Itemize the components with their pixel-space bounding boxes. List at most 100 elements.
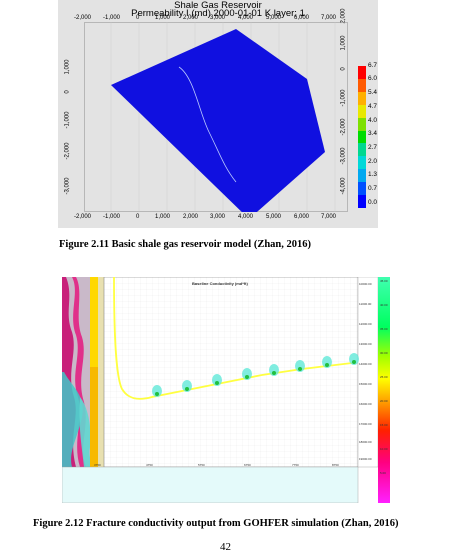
colorbar-swatch [358,78,366,93]
wellbore-trajectory [113,277,353,400]
fracture-cluster [182,380,192,392]
fracture-clusters [152,353,359,397]
x-tick: 1,000 [155,214,171,220]
colorbar-label: 6.7 [368,62,378,69]
colorbar-swatch [358,169,366,183]
colorbar-label: 4.7 [368,103,378,110]
page-number: 42 [220,541,231,553]
x-tick: 1,000 [155,15,171,21]
figure-title: Shale Gas Reservoir [174,0,262,11]
fracture-cluster [269,364,279,376]
x-tick: 2,000 [183,15,199,21]
colorbar-swatch [358,156,366,170]
legend-tick: 35.00 [380,327,388,331]
x-tick: 6,000 [294,214,310,220]
x-tick: -2,000 [74,15,92,21]
depth-tick: 14000.00 [359,362,372,366]
gohfer-title: Baseline Conductivity (md*ft) [192,281,248,286]
colorbar [358,66,366,209]
legend-tick: 30.00 [380,351,388,355]
figure-caption: Figure 2.12 Fracture conductivity output… [33,518,399,529]
colorbar-swatch [358,66,366,80]
legend-tick: 10.00 [380,447,388,451]
x-tick: 3,000 [210,15,226,21]
plot-area [103,277,359,468]
fracture-core [298,367,302,371]
x-tick: 6,000 [294,15,310,21]
x-tick: 7,000 [321,15,337,21]
fracture-core [155,392,159,396]
fracture-cluster [349,353,359,365]
fracture-cluster [212,374,222,386]
colorbar-label: 1.3 [368,171,378,178]
x-tick: -2,000 [74,214,92,220]
fracture-core [325,363,329,367]
colorbar-label: 4.0 [368,117,378,124]
colorbar-label: 6.0 [368,75,378,82]
x-tick: 5,000 [266,214,282,220]
x-tick: -1,000 [103,15,121,21]
y-tick: -1,000 [64,111,71,129]
conductivity-legend [378,277,390,503]
fracture-trace [178,66,237,183]
reservoir-plot [84,22,348,212]
depth-tick: 15000.00 [359,382,372,386]
fracture-core [272,371,276,375]
depth-tick: 17000.00 [359,422,372,426]
depth-tick: 13000.00 [359,342,372,346]
colorbar-label: 0.7 [368,185,378,192]
depth-tick: 18000.00 [359,440,372,444]
fracture-core [185,387,189,391]
bottom-tick: 7750 [292,463,299,467]
x-tick: 2,000 [183,214,199,220]
legend-tick: 45.00 [380,279,388,283]
colorbar-swatch [358,130,366,144]
x-tick: 4,000 [238,15,254,21]
colorbar-label: 3.4 [368,130,378,137]
legend-tick: 15.00 [380,423,388,427]
x-tick: 0 [136,15,140,21]
x-tick: 5,000 [266,15,282,21]
legend-tick: 40.00 [380,303,388,307]
colorbar-swatch [358,104,366,119]
y-tick: -2,000 [64,142,71,160]
gohfer-plot [62,277,390,503]
y-tick: -3,000 [64,177,71,195]
bottom-tick: 6750 [244,463,251,467]
gohfer-conductivity-figure: Baseline Conductivity (md*ft) 3750 4750 … [62,277,390,503]
colorbar-label: 5.4 [368,89,378,96]
bottom-tick: 3750 [94,463,101,467]
bottom-tick: 5750 [198,463,205,467]
fracture-core [215,381,219,385]
figure-caption: Figure 2.11 Basic shale gas reservoir mo… [59,239,311,250]
legend-tick: 25.00 [380,375,388,379]
reservoir-model-figure: Shale Gas Reservoir Permeability I (md) … [58,0,378,228]
x-tick: 4,000 [238,214,254,220]
plot-frame [84,22,348,212]
depth-tick: 10000.00 [359,282,372,286]
x-tick: 7,000 [321,214,337,220]
colorbar-swatch [358,91,366,106]
fracture-cluster [295,360,305,372]
depth-tick: 12000.00 [359,322,372,326]
depth-tick: 16000.00 [359,402,372,406]
fracture-cluster [152,385,162,397]
depth-tick: 11000.00 [359,302,372,306]
figure-subtitle: Permeability I (md) 2000-01-01 K layer: … [131,8,305,19]
colorbar-swatch [358,117,366,132]
colorbar-swatch [358,182,366,196]
colorbar-swatch [358,195,366,209]
x-tick: 3,000 [210,214,226,220]
colorbar-label: 2.7 [368,144,378,151]
fracture-core [245,375,249,379]
bottom-tick: 4750 [146,463,153,467]
fracture-core [352,360,356,364]
fracture-cluster [242,368,252,380]
fracture-cluster [322,356,332,368]
y-tick: 1,000 [64,59,71,75]
bottom-tick: 8750 [332,463,339,467]
colorbar-label: 2.0 [368,158,378,165]
legend-tick: 20.00 [380,399,388,403]
x-tick: -1,000 [103,214,121,220]
colorbar-label: 0.0 [368,199,378,206]
